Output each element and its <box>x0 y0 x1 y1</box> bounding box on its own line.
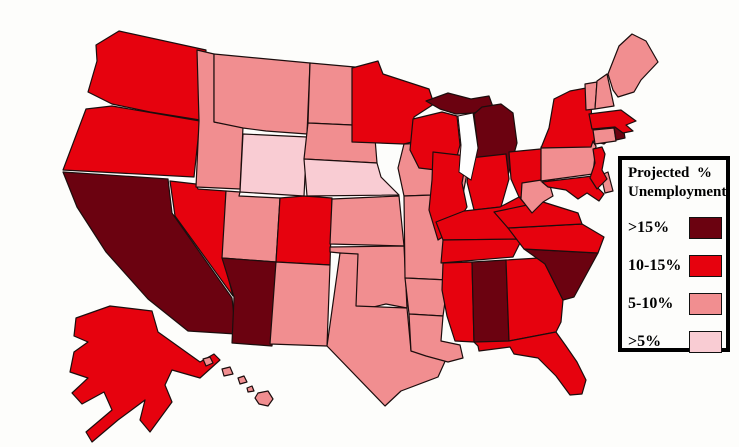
legend-swatch-5-10 <box>689 292 722 315</box>
legend-swatch-10-15 <box>689 254 722 277</box>
state-tn <box>440 238 523 264</box>
state-hi <box>202 356 214 367</box>
state-ct <box>592 127 617 145</box>
legend-row-10-15: 10-15% <box>628 254 722 278</box>
state-ms <box>441 261 475 343</box>
legend-title: Projected % Unemployment <box>628 164 726 202</box>
state-hi <box>221 366 234 377</box>
legend-label-10-15: 10-15% <box>628 256 682 274</box>
state-ca <box>62 171 237 335</box>
state-hi <box>254 390 274 407</box>
legend-label-5-10: 5-10% <box>628 294 674 312</box>
lake-michigan <box>457 112 479 181</box>
legend-label-lt5: >5% <box>628 332 662 350</box>
state-la <box>408 313 464 363</box>
state-co <box>275 195 333 266</box>
legend-row-5-10: 5-10% <box>628 292 722 316</box>
state-nh <box>594 73 615 110</box>
state-ar <box>404 277 449 317</box>
legend-swatch-lt5 <box>689 330 722 353</box>
legend-row-gt15: >15% <box>628 216 722 240</box>
state-or <box>62 105 201 178</box>
legend-swatch-gt15 <box>689 216 722 239</box>
state-hi <box>246 385 255 393</box>
state-nm <box>269 261 331 347</box>
state-fl <box>473 331 587 396</box>
legend-box: Projected % Unemployment >15% 10-15% 5-1… <box>618 156 730 354</box>
state-ut <box>221 190 281 263</box>
state-me <box>607 33 659 98</box>
state-nj <box>589 146 608 190</box>
state-al <box>471 259 510 347</box>
state-ne <box>303 158 400 197</box>
state-ks <box>329 195 405 247</box>
state-az <box>221 257 277 347</box>
state-nc <box>507 223 605 254</box>
state-hi <box>237 375 248 385</box>
legend-title-line1: Projected % <box>628 165 712 181</box>
legend-label-gt15: >15% <box>628 218 670 236</box>
state-mt <box>213 53 311 135</box>
state-wy <box>239 133 308 197</box>
legend-title-line2: Unemployment <box>628 183 727 200</box>
state-ma <box>588 109 637 134</box>
legend-row-lt5: >5% <box>628 330 722 354</box>
